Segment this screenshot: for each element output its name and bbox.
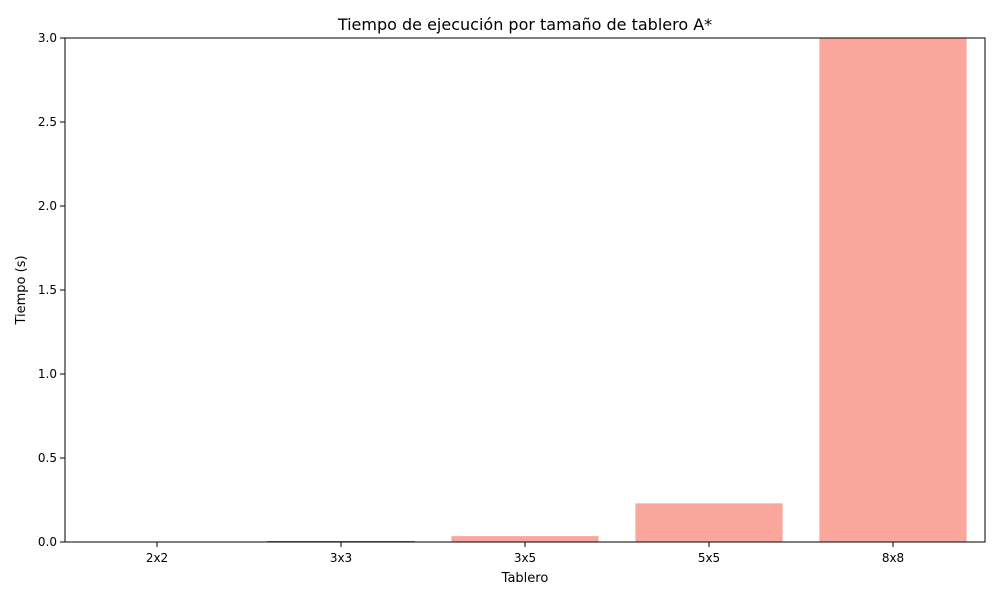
bar-5x5 (635, 503, 783, 542)
chart-title: Tiempo de ejecución por tamaño de tabler… (337, 15, 712, 34)
bar-8x8 (819, 38, 967, 542)
x-axis-ticks: 2x2 3x3 3x5 5x5 8x8 (146, 542, 904, 565)
x-tick-label: 8x8 (882, 551, 904, 565)
y-tick-label: 0.0 (38, 535, 57, 549)
x-axis-label: Tablero (501, 571, 549, 586)
y-tick-label: 1.0 (38, 367, 57, 381)
bars-group (83, 38, 967, 543)
x-tick-label: 3x5 (514, 551, 536, 565)
y-tick-label: 1.5 (38, 283, 57, 297)
y-axis-label: Tiempo (s) (14, 255, 29, 325)
y-tick-label: 2.0 (38, 199, 57, 213)
y-tick-label: 3.0 (38, 31, 57, 45)
x-tick-label: 2x2 (146, 551, 168, 565)
x-tick-label: 5x5 (698, 551, 720, 565)
y-tick-label: 2.5 (38, 115, 57, 129)
x-tick-label: 3x3 (330, 551, 352, 565)
y-axis-ticks: 0.0 0.5 1.0 1.5 2.0 2.5 3.0 (38, 31, 65, 549)
bar-3x5 (451, 536, 599, 542)
y-tick-label: 0.5 (38, 451, 57, 465)
